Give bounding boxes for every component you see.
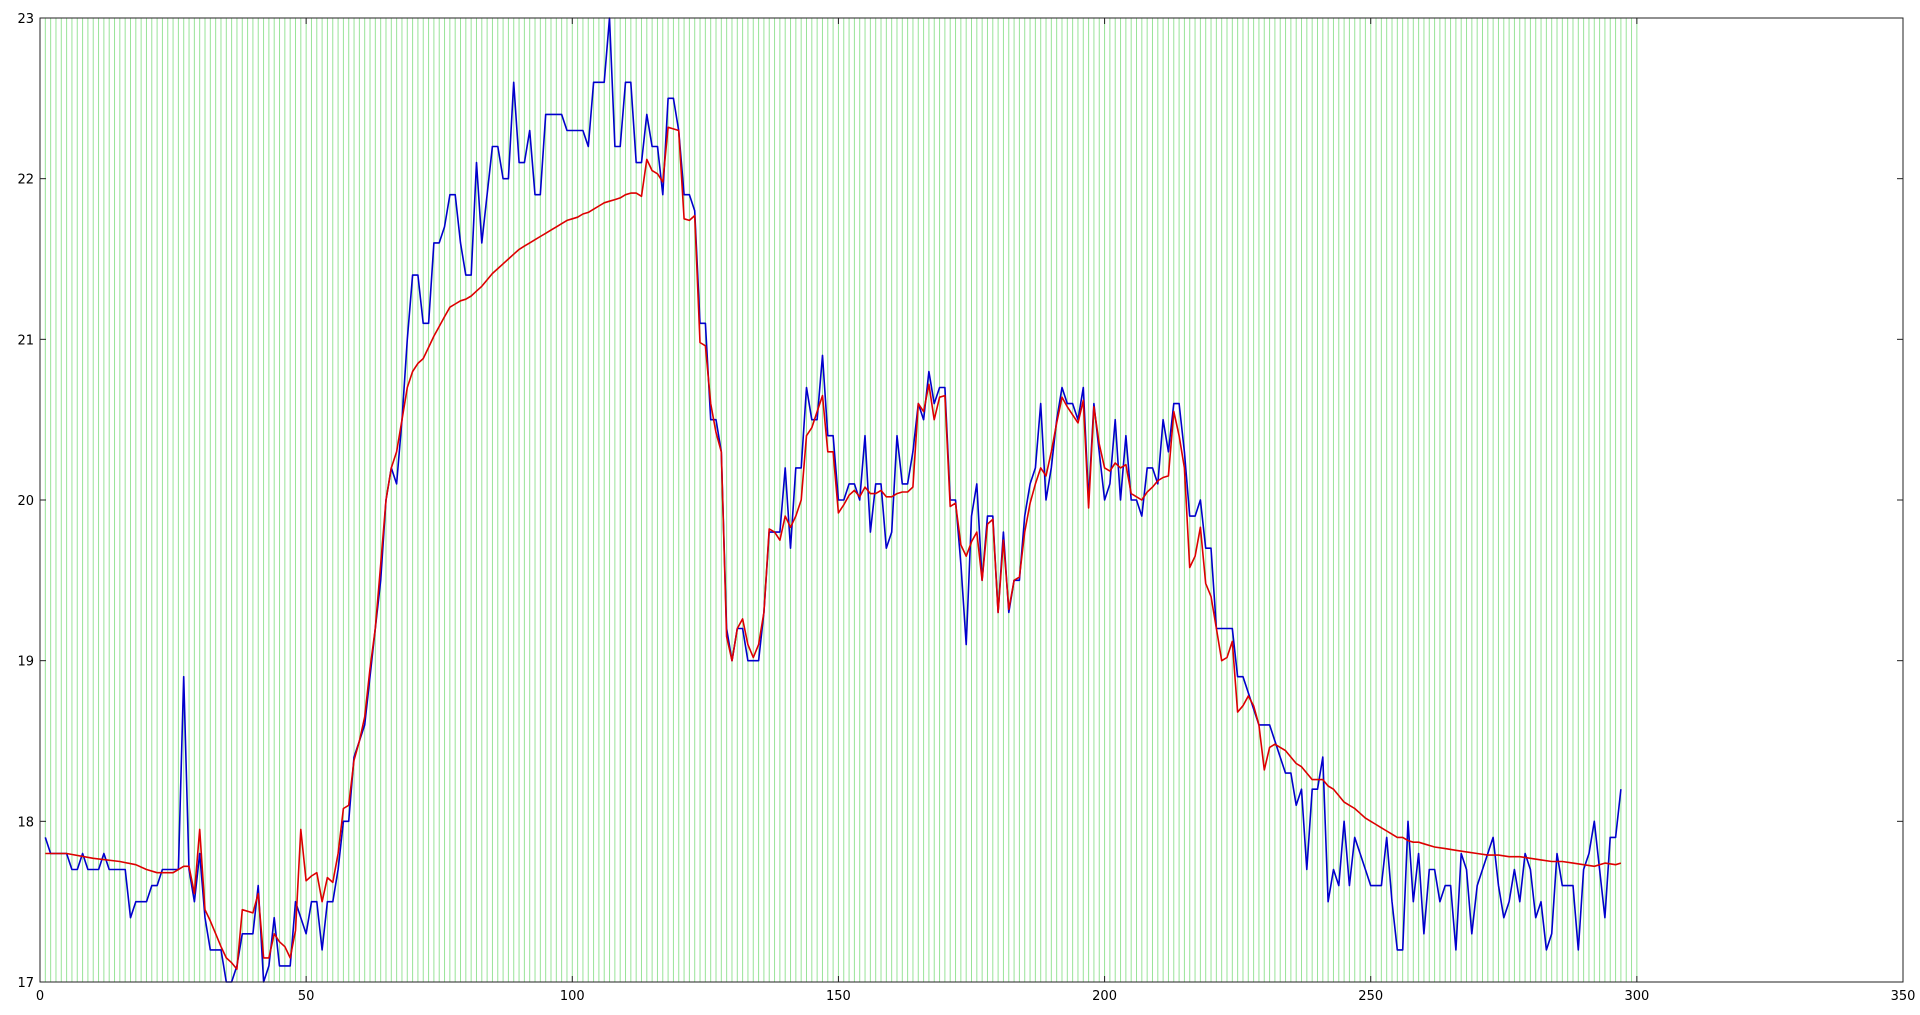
series-line-1 [44, 17, 1622, 983]
x-tick-label: 250 [1358, 989, 1383, 1004]
x-tick-label: 50 [298, 989, 315, 1004]
y-tick-label: 22 [17, 173, 34, 188]
y-tick-label: 18 [17, 815, 34, 830]
y-tick-label: 21 [17, 333, 34, 348]
x-tick-label: 300 [1624, 989, 1649, 1004]
x-tick-label: 200 [1092, 989, 1117, 1004]
axis-ticks: 0 50 100 150 200 250 300 350 17 18 19 20 21 22 23 [17, 12, 1915, 1004]
y-tick-label: 19 [17, 655, 34, 670]
x-tick-label: 0 [36, 989, 44, 1004]
series-line-2 [45, 126, 1622, 970]
y-tick-label: 20 [17, 494, 34, 509]
x-tick-label: 150 [826, 989, 851, 1004]
y-tick-label: 17 [17, 976, 34, 991]
x-tick-label: 350 [1891, 989, 1916, 1004]
series-lines [44, 17, 1622, 983]
y-tick-label: 23 [17, 12, 34, 27]
green-envelope-band [44, 18, 1638, 982]
x-tick-label: 100 [560, 989, 585, 1004]
